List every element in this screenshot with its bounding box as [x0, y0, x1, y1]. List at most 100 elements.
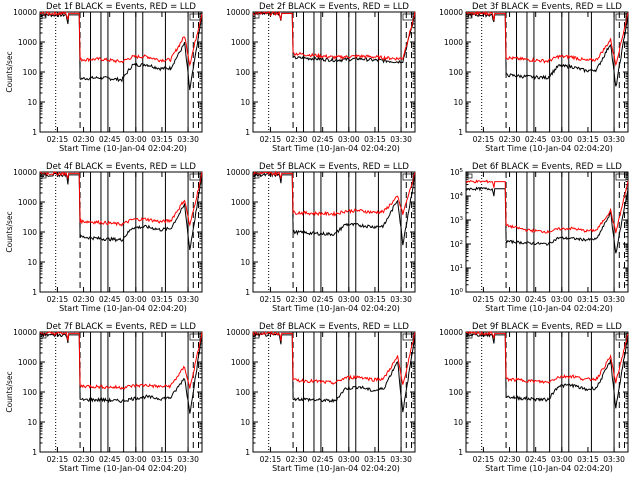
x-tick-label: 02:15 [473, 455, 495, 464]
x-tick-label: 02:30 [286, 135, 308, 144]
series-line-events [465, 331, 629, 409]
series-line-events [465, 12, 629, 87]
x-tick-label: 03:30 [603, 295, 625, 304]
series-line-lld [465, 179, 629, 234]
y-tick-label: 1000 [18, 358, 37, 367]
x-tick-label: 02:15 [260, 455, 282, 464]
series-line-events [465, 186, 629, 254]
x-tick-label: 03:15 [577, 455, 599, 464]
plot-frame [39, 331, 203, 453]
y-tick-label: 10000 [13, 328, 37, 337]
series-line-lld [252, 170, 416, 217]
x-tick-label: 03:00 [338, 295, 360, 304]
x-tick-label: 03:00 [338, 455, 360, 464]
y-tick-label: 1 [458, 128, 463, 137]
series-line-events [252, 332, 416, 413]
legend-box [615, 173, 627, 181]
panel-det-2: Det 2f BLACK = Events, RED = LLD 1 10 100 10… [226, 2, 416, 153]
x-tick-label: 02:30 [73, 135, 95, 144]
x-tick-label: 02:15 [47, 455, 69, 464]
y-tick-label: 10 [453, 418, 463, 427]
series-line-lld [39, 171, 203, 227]
x-tick-label: 03:30 [390, 135, 412, 144]
y-tick-label: 100 [236, 388, 251, 397]
x-tick-label: 03:00 [338, 135, 360, 144]
y-tick-label: 1000 [18, 198, 37, 207]
y-tick-label: 10 [27, 258, 37, 267]
x-tick-label: 02:30 [286, 455, 308, 464]
series-line-events [39, 332, 203, 414]
panel-det-3: Det 3f BLACK = Events, RED = LLD 1 10 100 10… [439, 2, 629, 153]
plot-frame [252, 171, 416, 293]
series-line-lld [465, 330, 629, 384]
x-tick-label: 03:15 [364, 295, 386, 304]
y-tick-label: 1 [245, 288, 250, 297]
y-tick-label: 1 [245, 448, 250, 457]
panel-title: Det 9f BLACK = Events, RED = LLD [472, 322, 622, 332]
y-tick-label: 1000 [231, 38, 250, 47]
y-tick-label: 102 [450, 240, 463, 249]
corner-marker [254, 173, 260, 179]
plot-frame [39, 11, 203, 133]
x-tick-label: 02:30 [286, 295, 308, 304]
legend-box [189, 333, 201, 341]
x-tick-label: 02:45 [525, 455, 547, 464]
y-axis-label: Counts/sec [5, 51, 14, 92]
panel-title: Det 6f BLACK = Events, RED = LLD [472, 162, 622, 172]
corner-marker [254, 333, 260, 339]
x-tick-label: 02:15 [473, 135, 495, 144]
y-tick-label: 1000 [444, 358, 463, 367]
y-axis-label: Counts/sec [5, 371, 14, 412]
y-tick-label: 100 [23, 388, 38, 397]
corner-marker [467, 173, 473, 179]
y-tick-label: 100 [449, 388, 464, 397]
corner-marker [467, 333, 473, 339]
corner-marker [41, 333, 47, 339]
x-tick-label: 03:30 [177, 295, 199, 304]
y-tick-label: 100 [236, 228, 251, 237]
legend-box [402, 173, 414, 181]
x-tick-label: 02:45 [525, 135, 547, 144]
x-tick-label: 02:15 [47, 135, 69, 144]
plot-frame [465, 171, 629, 293]
series-line-lld [39, 10, 203, 67]
x-tick-label: 03:00 [551, 455, 573, 464]
panel-det-7: Det 7f BLACK = Events, RED = LLD 1 10 100 10… [5, 322, 203, 473]
x-tick-label: 03:30 [390, 455, 412, 464]
panel-title: Det 3f BLACK = Events, RED = LLD [472, 2, 622, 12]
y-tick-label: 105 [450, 168, 464, 177]
x-tick-label: 03:15 [151, 455, 173, 464]
x-tick-label: 03:15 [364, 135, 386, 144]
legend-box [189, 173, 201, 181]
x-tick-label: 02:45 [312, 295, 334, 304]
panel-det-4: Det 4f BLACK = Events, RED = LLD 1 10 100 10… [5, 162, 203, 313]
x-tick-label: 02:15 [260, 295, 282, 304]
y-tick-label: 1000 [18, 38, 37, 47]
y-tick-label: 101 [450, 264, 463, 273]
y-tick-label: 10 [240, 418, 250, 427]
x-tick-label: 03:15 [577, 295, 599, 304]
panel-title: Det 7f BLACK = Events, RED = LLD [46, 322, 196, 332]
x-tick-label: 03:00 [551, 295, 573, 304]
panel-det-9: Det 9f BLACK = Events, RED = LLD 1 10 100 10… [439, 322, 629, 473]
legend-box [402, 333, 414, 341]
x-tick-label: 03:30 [603, 455, 625, 464]
x-tick-label: 03:30 [177, 455, 199, 464]
x-axis-label: Start Time (10-Jan-04 02:04:20) [272, 144, 400, 153]
panel-title: Det 8f BLACK = Events, RED = LLD [259, 322, 409, 332]
panel-title: Det 2f BLACK = Events, RED = LLD [259, 2, 409, 12]
panel-title: Det 5f BLACK = Events, RED = LLD [259, 162, 409, 172]
x-tick-label: 02:45 [99, 455, 121, 464]
y-tick-label: 100 [450, 288, 464, 297]
legend-box [615, 333, 627, 341]
x-tick-label: 02:30 [499, 135, 521, 144]
legend-box [402, 13, 414, 21]
series-line-lld [465, 10, 629, 67]
x-axis-label: Start Time (10-Jan-04 02:04:20) [59, 464, 187, 473]
x-axis-label: Start Time (10-Jan-04 02:04:20) [485, 144, 613, 153]
x-tick-label: 02:45 [312, 135, 334, 144]
x-tick-label: 03:00 [125, 295, 147, 304]
y-tick-label: 10 [27, 98, 37, 107]
x-tick-label: 02:45 [312, 455, 334, 464]
